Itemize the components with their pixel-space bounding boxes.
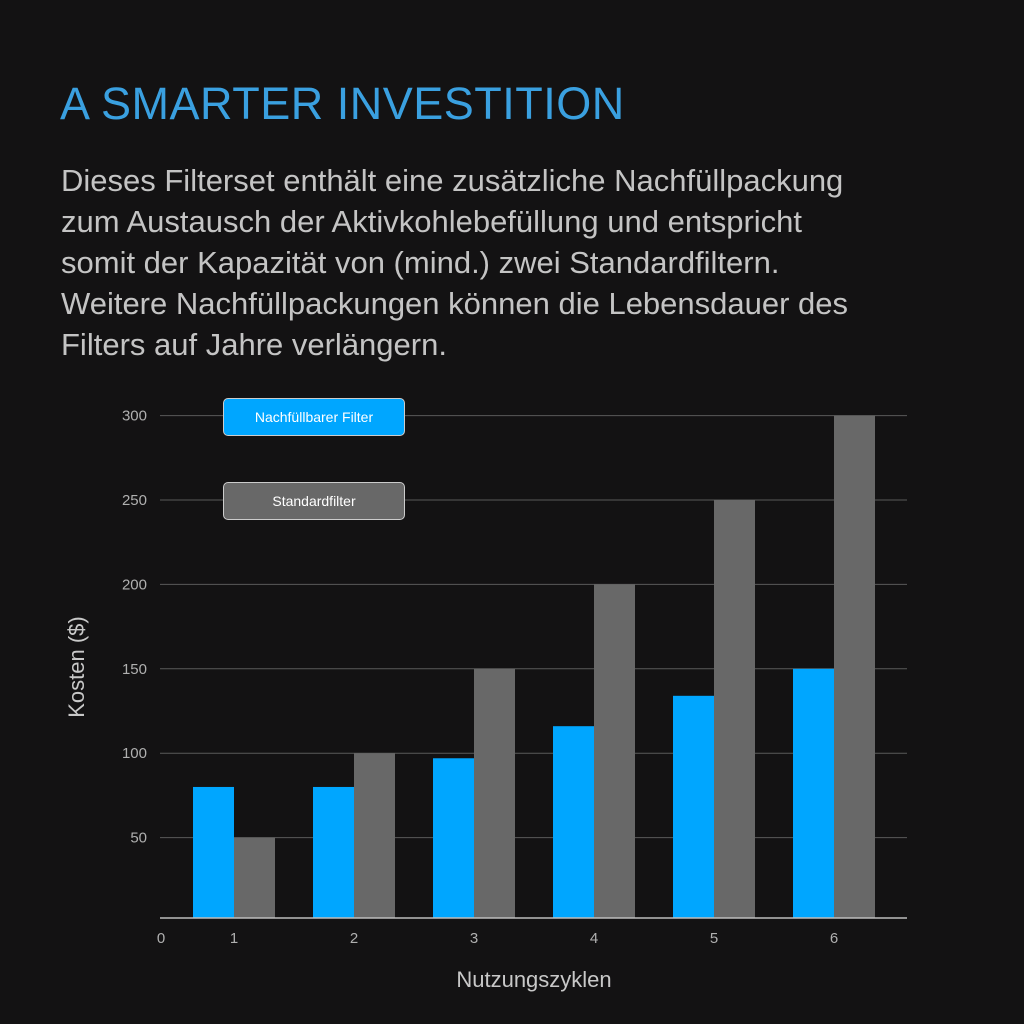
bar-refillable-filter	[193, 786, 234, 918]
bar-standard-filter	[714, 500, 755, 918]
x-tick-label: 6	[830, 930, 838, 947]
description-line: Dieses Filterset enthält eine zusätzlich…	[61, 163, 844, 198]
y-tick-label: 200	[122, 576, 147, 593]
y-tick-label: 150	[122, 661, 147, 678]
x-tick-label: 2	[350, 930, 358, 947]
bar-standard-filter	[474, 668, 515, 918]
bar-standard-filter	[834, 415, 875, 918]
y-tick-label: 50	[130, 830, 147, 847]
description: Dieses Filterset enthält eine zusätzlich…	[61, 160, 1001, 365]
bar-standard-filter	[234, 837, 275, 918]
bar-refillable-filter	[553, 726, 594, 918]
x-tick-label: 1	[230, 930, 238, 947]
bar-standard-filter	[594, 584, 635, 918]
page-title: A SMARTER INVESTITION	[60, 78, 625, 129]
x-axis-label: Nutzungszyklen	[456, 967, 611, 992]
x-tick-label: 4	[590, 930, 598, 947]
bar-refillable-filter	[673, 695, 714, 918]
y-tick-label: 250	[122, 492, 147, 509]
bar-refillable-filter	[793, 668, 834, 918]
bar-refillable-filter	[433, 758, 474, 918]
description-line: zum Austausch der Aktivkohlebefüllung un…	[61, 204, 803, 239]
y-axis-label: Kosten ($)	[64, 616, 89, 718]
x-tick-label: 3	[470, 930, 478, 947]
legend-item-refillable: Nachfüllbarer Filter	[223, 398, 405, 436]
legend-label: Standardfilter	[272, 493, 356, 509]
y-tick-label: 100	[122, 745, 147, 762]
x-origin-label: 0	[157, 930, 165, 947]
bar-standard-filter	[354, 753, 395, 918]
description-line: Weitere Nachfüllpackungen können die Leb…	[61, 286, 849, 321]
x-tick-label: 5	[710, 930, 718, 947]
description-line: somit der Kapazität von (mind.) zwei Sta…	[61, 245, 780, 280]
bar-refillable-filter	[313, 786, 354, 918]
description-line: Filters auf Jahre verlängern.	[61, 327, 447, 362]
y-tick-label: 300	[122, 408, 147, 425]
legend-label: Nachfüllbarer Filter	[254, 409, 374, 425]
legend-item-standard: Standardfilter	[223, 482, 405, 520]
